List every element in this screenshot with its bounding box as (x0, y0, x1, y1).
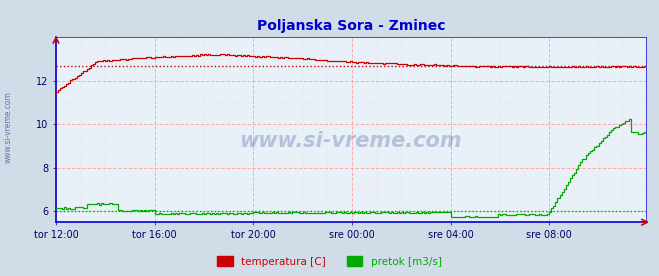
Text: www.si-vreme.com: www.si-vreme.com (3, 91, 13, 163)
Title: Poljanska Sora - Zminec: Poljanska Sora - Zminec (256, 19, 445, 33)
Text: www.si-vreme.com: www.si-vreme.com (240, 131, 462, 151)
Legend: temperatura [C], pretok [m3/s]: temperatura [C], pretok [m3/s] (213, 252, 446, 271)
